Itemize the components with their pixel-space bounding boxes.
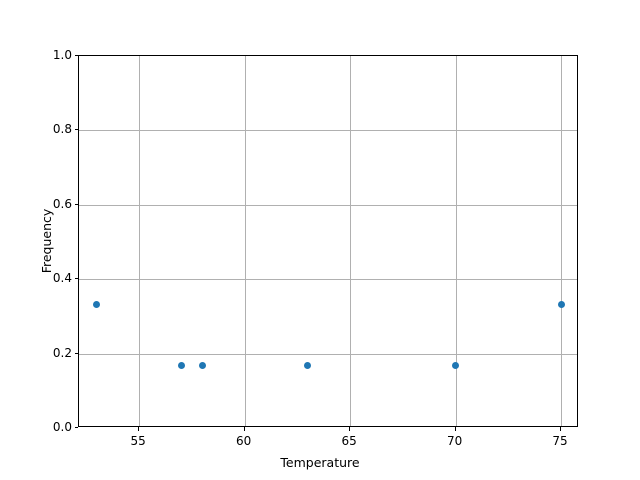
y-axis-tick [74, 352, 78, 354]
y-axis-tick [74, 129, 78, 131]
x-axis-tick-label: 65 [341, 434, 357, 448]
data-point [452, 362, 460, 370]
x-axis-tick-label: 60 [235, 434, 252, 448]
x-axis-tick-label: 55 [130, 434, 146, 448]
y-gridline [79, 279, 577, 281]
y-axis-tick-label: 0.6 [52, 196, 72, 211]
y-axis-tick [74, 203, 78, 205]
y-axis-tick [74, 278, 78, 280]
y-gridline [79, 353, 577, 355]
x-axis-label: Temperature [280, 455, 360, 470]
plot-axes [78, 55, 578, 427]
x-axis-tick-label: 75 [552, 434, 568, 448]
y-axis-tick-label: 0.0 [52, 420, 72, 434]
x-axis-tick-label: 70 [446, 434, 463, 448]
y-axis-tick [74, 427, 78, 429]
x-axis-tick [138, 427, 140, 431]
x-gridline [244, 56, 246, 426]
y-axis-tick [74, 55, 78, 57]
y-axis-tick-label: 0.8 [52, 122, 72, 137]
x-axis-tick [349, 427, 351, 431]
y-axis-tick-label: 0.4 [52, 271, 72, 286]
x-axis-tick [243, 427, 245, 431]
data-point [177, 362, 185, 370]
plot-area [79, 56, 577, 426]
y-gridline [79, 204, 577, 206]
x-axis-tick [560, 427, 562, 431]
y-axis-tick-label: 0.2 [52, 345, 72, 360]
x-gridline [561, 56, 563, 426]
data-point [93, 300, 101, 308]
x-gridline [455, 56, 457, 426]
data-point [198, 362, 206, 370]
y-gridline [79, 130, 577, 132]
y-axis-tick-label: 1.0 [52, 48, 72, 62]
y-axis-label: Frequency [38, 208, 54, 274]
x-gridline [350, 56, 352, 426]
x-gridline [139, 56, 141, 426]
x-axis-tick [454, 427, 456, 431]
data-point [304, 362, 312, 370]
data-point [557, 300, 565, 308]
